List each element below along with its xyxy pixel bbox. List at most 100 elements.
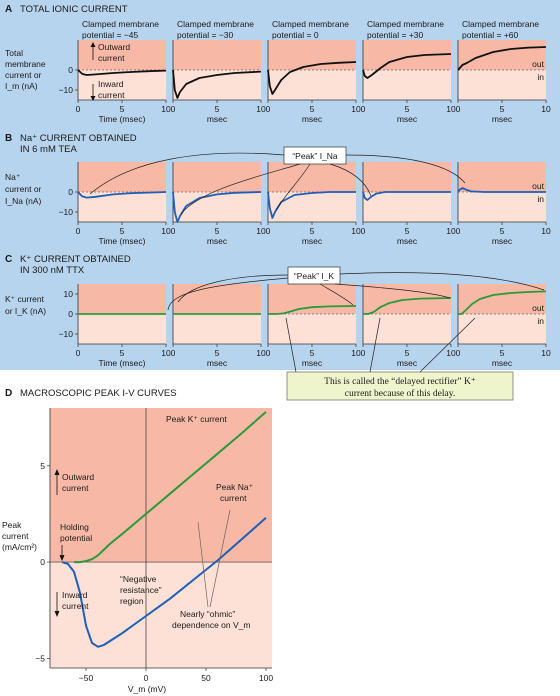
peak-k-curve (74, 411, 267, 564)
plot-upper-area (78, 284, 166, 314)
header-4-line-1: Clamped membrane (367, 19, 444, 29)
out-label: out (532, 303, 544, 313)
plot-lower-area (78, 314, 166, 344)
x-tick-label: 5 (310, 104, 315, 114)
label-holding-line-2: potential (60, 533, 92, 543)
outward-arrow-head (90, 42, 96, 47)
y-tick-label: −10 (59, 85, 74, 95)
x-tick-label: 5 (405, 104, 410, 114)
outward-label-line-2: current (98, 53, 125, 63)
x-axis-label: msec (492, 114, 513, 124)
note-leader-3 (419, 317, 476, 373)
peak-ina-box (283, 146, 347, 165)
peak-ina-leader-2 (180, 163, 301, 215)
x-tick-label: 0 (361, 348, 366, 358)
panel-b-ylabel: Na⁺ current or I_Na (nA) (5, 172, 42, 206)
plot-upper-area (173, 284, 261, 314)
x-tick-label: 5 (405, 226, 410, 236)
panel-b-ylabel-line-2: current or (5, 184, 42, 194)
x-tick-label: 10 (256, 348, 266, 358)
x-tick-label: 0 (266, 226, 271, 236)
x-tick-label: 5 (500, 348, 505, 358)
label-negres-line-2: resistance” (120, 585, 162, 595)
trace-60mv (458, 290, 547, 315)
panel-d-ylabel: Peak current (mA/cm²) (2, 520, 37, 552)
plot-lower-area (458, 70, 546, 100)
peak-ik-leader-5 (339, 272, 545, 291)
trace--30mv (172, 191, 262, 223)
x-tick-label: 10 (541, 348, 551, 358)
x-tick-label: 0 (76, 348, 81, 358)
iv-upper-area (50, 408, 272, 563)
x-tick-label: 5 (405, 348, 410, 358)
panel-a-ylabel-line-1: Total (5, 48, 23, 58)
panel-c-title-line-1: K⁺ CURRENT OBTAINED (20, 254, 131, 265)
x-tick-label: 0 (456, 226, 461, 236)
x-tick-label: 5 (215, 104, 220, 114)
x-axis-label: msec (302, 236, 323, 246)
panel-c-letter: C (5, 254, 12, 265)
label-peak-k: Peak K⁺ current (166, 414, 227, 424)
x-tick-label: 10 (541, 104, 551, 114)
panel-b-plot-4: 0 5 10 msec (361, 162, 456, 246)
peak-ik-label: “Peak” I_K (294, 271, 334, 281)
y-tick-label: 10 (64, 289, 74, 299)
x-tick-label: 10 (161, 226, 171, 236)
trace-0mv (267, 61, 357, 95)
note-line-1: This is called the “delayed rectifier” K… (324, 376, 476, 387)
header-5-line-1: Clamped membrane (462, 19, 539, 29)
peak-ik-leader-1 (177, 274, 289, 303)
peak-ina-leader-1 (89, 152, 285, 195)
peak-ina-label: “Peak” I_Na (292, 151, 338, 161)
iv-lower-area (50, 562, 272, 668)
peak-na-curve (61, 517, 267, 648)
x-axis-label: Time (msec) (99, 358, 146, 368)
x-tick-label: 0 (171, 348, 176, 358)
header-5-line-2: potential = +60 (462, 30, 519, 40)
outward-arrow-head (54, 469, 60, 475)
label-outward-line-1: Outward (62, 472, 94, 482)
x-axis-label: msec (207, 358, 228, 368)
header-3-line-2: potential = 0 (272, 30, 319, 40)
panel-a-current-direction: Outward current Inward current (90, 42, 130, 101)
x-axis-label: msec (302, 114, 323, 124)
iv-y-tick-label: 0 (40, 557, 45, 567)
outward-label-line-1: Outward (98, 42, 130, 52)
x-tick-label: 0 (266, 104, 271, 114)
panel-d-title: MACROSCOPIC PEAK I-V CURVES (20, 388, 177, 399)
panel-a-plot-3: 0 5 10 msec (266, 40, 361, 124)
holding-arrow-head (59, 555, 65, 562)
x-tick-label: 10 (541, 226, 551, 236)
label-holding-line-1: Holding (60, 522, 89, 532)
x-tick-label: 0 (456, 348, 461, 358)
panel-c-plot-3: 0 5 10 msec (266, 284, 361, 368)
inward-arrow-head (90, 96, 96, 101)
plot-upper-area (78, 162, 166, 192)
plot-lower-area (458, 314, 546, 344)
label-peak-na-line-2: current (220, 493, 247, 503)
panel-c-title-line-2: IN 300 nM TTX (20, 265, 85, 276)
x-axis-label: Time (msec) (99, 236, 146, 246)
trace--45mv (77, 191, 167, 199)
x-axis-label: msec (397, 358, 418, 368)
peak-ina-callout: “Peak” I_Na (89, 146, 466, 215)
iv-ylabel-line-2: current (2, 531, 29, 541)
iv-xlabel: V_m (mV) (128, 684, 166, 694)
panel-a-ylabel: Total membrane current or I_m (nA) (5, 48, 46, 91)
x-axis-label: msec (207, 236, 228, 246)
iv-x-tick-label: 100 (259, 673, 273, 683)
x-tick-label: 10 (446, 348, 456, 358)
x-tick-label: 10 (446, 226, 456, 236)
plot-upper-area (458, 40, 546, 70)
plot-lower-area (268, 192, 356, 222)
delayed-rectifier-note: This is called the “delayed rectifier” K… (285, 317, 514, 401)
header-4-line-2: potential = +30 (367, 30, 424, 40)
iv-x-tick-label: −50 (79, 673, 94, 683)
label-negres-line-3: region (120, 596, 144, 606)
x-tick-label: 5 (310, 348, 315, 358)
panel-a-plot-5: 0 5 10 msec out in (456, 40, 551, 124)
panel-b-letter: B (5, 133, 12, 144)
peak-ik-leader-3 (319, 283, 354, 306)
peak-ik-box (287, 266, 341, 285)
